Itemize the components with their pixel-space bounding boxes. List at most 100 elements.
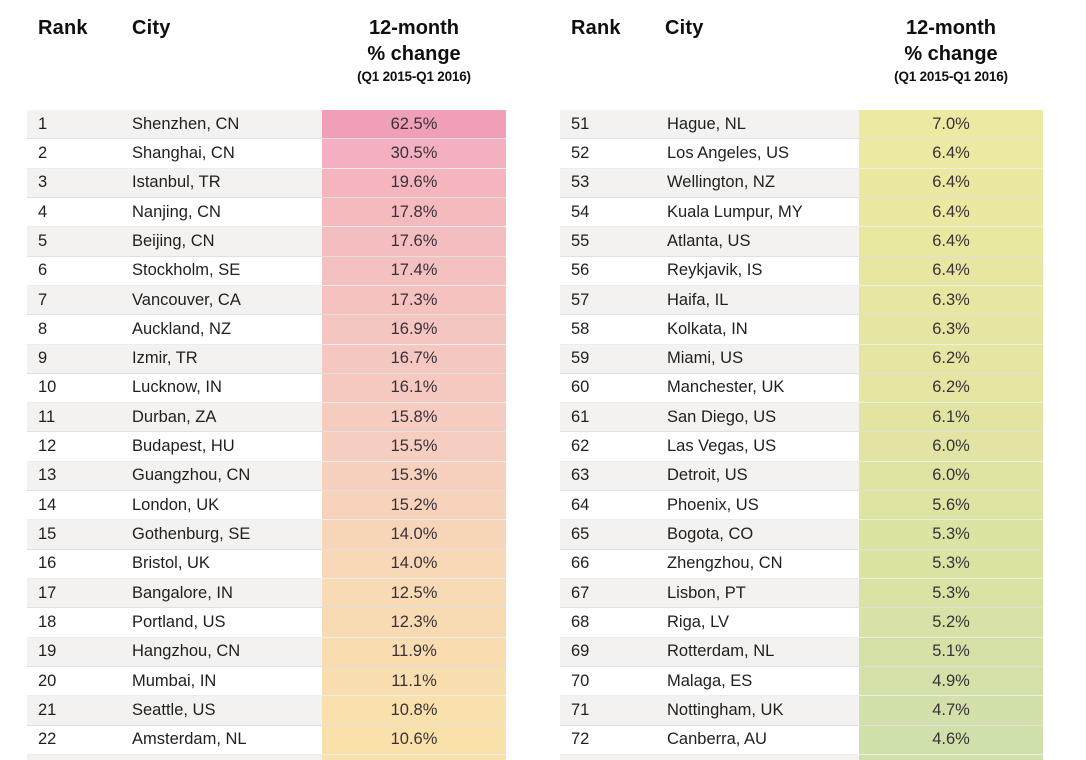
change-header-line1: 12-month: [369, 17, 459, 39]
table-row: 63 Detroit, US 6.0%: [560, 461, 1043, 492]
pct-change-cell: 17.6%: [322, 227, 506, 256]
rank-cell: 62: [571, 437, 590, 456]
ranking-table-left: Rank City 12-month % change (Q1 2015-Q1 …: [27, 0, 506, 760]
city-cell: Manchester, UK: [667, 378, 785, 397]
table-row: 69 Rotterdam, NL 5.1%: [560, 637, 1043, 667]
rank-cell: 1: [38, 114, 48, 133]
change-header-period: (Q1 2015-Q1 2016): [894, 69, 1008, 84]
city-cell: Shanghai, CN: [132, 143, 235, 162]
table-row: 68 Riga, LV 5.2%: [560, 608, 1043, 638]
city-column-header: City: [665, 17, 704, 39]
table-row: 22 Amsterdam, NL 10.6%: [27, 725, 506, 755]
rank-cell: 5: [38, 231, 48, 250]
rank-cell: 56: [571, 261, 590, 280]
table-row: 55 Atlanta, US 6.4%: [560, 227, 1043, 257]
city-cell: Lisbon, PT: [667, 583, 746, 602]
city-cell: Hangzhou, CN: [132, 642, 241, 661]
city-cell: Miami, US: [667, 349, 744, 368]
pct-change-cell: 6.2%: [859, 344, 1043, 373]
city-cell: Guangzhou, CN: [132, 466, 251, 485]
city-cell: Zhengzhou, CN: [667, 554, 783, 573]
table-row: 20 Mumbai, IN 11.1%: [27, 666, 506, 697]
pct-change-cell: 6.4%: [859, 139, 1043, 168]
pct-change-cell: 5.3%: [859, 579, 1043, 608]
city-cell: Seattle, US: [132, 700, 216, 719]
pct-change-cell: 17.8%: [322, 197, 506, 227]
city-cell: Detroit, US: [667, 466, 748, 485]
rank-cell: 9: [38, 349, 48, 368]
pct-change-cell: 62.5%: [322, 110, 506, 139]
city-cell: Bristol, UK: [132, 554, 210, 573]
table-row: 11 Durban, ZA 15.8%: [27, 403, 506, 433]
city-cell: Nanjing, CN: [132, 202, 221, 221]
pct-change-cell: 15.2%: [322, 491, 506, 520]
pct-change-cell: 16.7%: [322, 344, 506, 373]
table-body-right: 51 Hague, NL 7.0% 52 Los Angeles, US 6.4…: [560, 110, 1043, 760]
table-row: 61 San Diego, US 6.1%: [560, 403, 1043, 433]
pct-change-cell: 5.2%: [859, 608, 1043, 637]
pct-change-cell: 19.6%: [322, 168, 506, 197]
rank-cell: 2: [38, 143, 48, 162]
rank-cell: 18: [38, 612, 57, 631]
city-cell: Stockholm, SE: [132, 261, 241, 280]
table-row: 71 Nottingham, UK 4.7%: [560, 696, 1043, 726]
pct-change-cell: 6.0%: [859, 432, 1043, 461]
change-column-header: 12-month % change (Q1 2015-Q1 2016): [322, 15, 506, 87]
rank-cell: 68: [571, 612, 590, 631]
city-cell: Durban, ZA: [132, 407, 217, 426]
city-cell: Riga, LV: [667, 612, 730, 631]
city-cell: London, UK: [132, 495, 220, 514]
table-row: 57 Haifa, IL 6.3%: [560, 285, 1043, 316]
change-header-line1: 12-month: [906, 17, 996, 39]
table-row: 53 Wellington, NZ 6.4%: [560, 168, 1043, 198]
change-header-period: (Q1 2015-Q1 2016): [357, 69, 471, 84]
city-cell: Budapest, HU: [132, 437, 235, 456]
rank-cell: 59: [571, 349, 590, 368]
pct-change-cell: 10.8%: [322, 696, 506, 725]
table-row: 6 Stockholm, SE 17.4%: [27, 256, 506, 286]
city-cell: Phoenix, US: [667, 495, 759, 514]
pct-change-cell: 5.3%: [859, 549, 1043, 578]
city-cell: Reykjavik, IS: [667, 261, 763, 280]
pct-change-cell: 17.3%: [322, 285, 506, 315]
rank-cell: 66: [571, 554, 590, 573]
city-column-header: City: [132, 17, 171, 39]
rank-cell: 11: [38, 407, 56, 426]
pct-change-cell: 17.4%: [322, 256, 506, 285]
table-row: 3 Istanbul, TR 19.6%: [27, 168, 506, 198]
table-row: 4 Nanjing, CN 17.8%: [27, 197, 506, 228]
pct-change-cell: 6.2%: [859, 373, 1043, 403]
city-cell: [663, 755, 859, 760]
table-row: 60 Manchester, UK 6.2%: [560, 373, 1043, 404]
table-row: 70 Malaga, ES 4.9%: [560, 666, 1043, 697]
table-row: 13 Guangzhou, CN 15.3%: [27, 461, 506, 492]
table-row: 66 Zhengzhou, CN 5.3%: [560, 549, 1043, 579]
rank-cell: 65: [571, 525, 590, 544]
table-row: 8 Auckland, NZ 16.9%: [27, 315, 506, 345]
pct-change-cell: 6.0%: [859, 461, 1043, 491]
city-cell: Vancouver, CA: [132, 290, 241, 309]
table-header-left: Rank City 12-month % change (Q1 2015-Q1 …: [27, 0, 506, 110]
city-cell: Wellington, NZ: [667, 173, 775, 192]
rank-cell: 64: [571, 495, 590, 514]
pct-change-cell: 15.5%: [322, 432, 506, 461]
table-row: 5 Beijing, CN 17.6%: [27, 227, 506, 257]
table-row: 1 Shenzhen, CN 62.5%: [27, 110, 506, 140]
city-cell: Auckland, NZ: [132, 319, 232, 338]
rank-cell: 58: [571, 319, 590, 338]
city-cell: Los Angeles, US: [667, 143, 789, 162]
city-cell: Istanbul, TR: [132, 173, 221, 192]
table-row: 58 Kolkata, IN 6.3%: [560, 315, 1043, 345]
rank-cell: 55: [571, 231, 590, 250]
city-cell: Canberra, AU: [667, 730, 767, 749]
rank-cell: 12: [38, 437, 57, 456]
table-row: 62 Las Vegas, US 6.0%: [560, 432, 1043, 462]
rank-cell: 70: [571, 671, 590, 690]
pct-change-cell: 6.4%: [859, 227, 1043, 256]
table-row: 64 Phoenix, US 5.6%: [560, 491, 1043, 521]
rank-cell: 69: [571, 642, 590, 661]
pct-change-cell: 4.9%: [859, 666, 1043, 696]
rank-cell: 16: [38, 554, 57, 573]
rank-cell: 57: [571, 290, 590, 309]
